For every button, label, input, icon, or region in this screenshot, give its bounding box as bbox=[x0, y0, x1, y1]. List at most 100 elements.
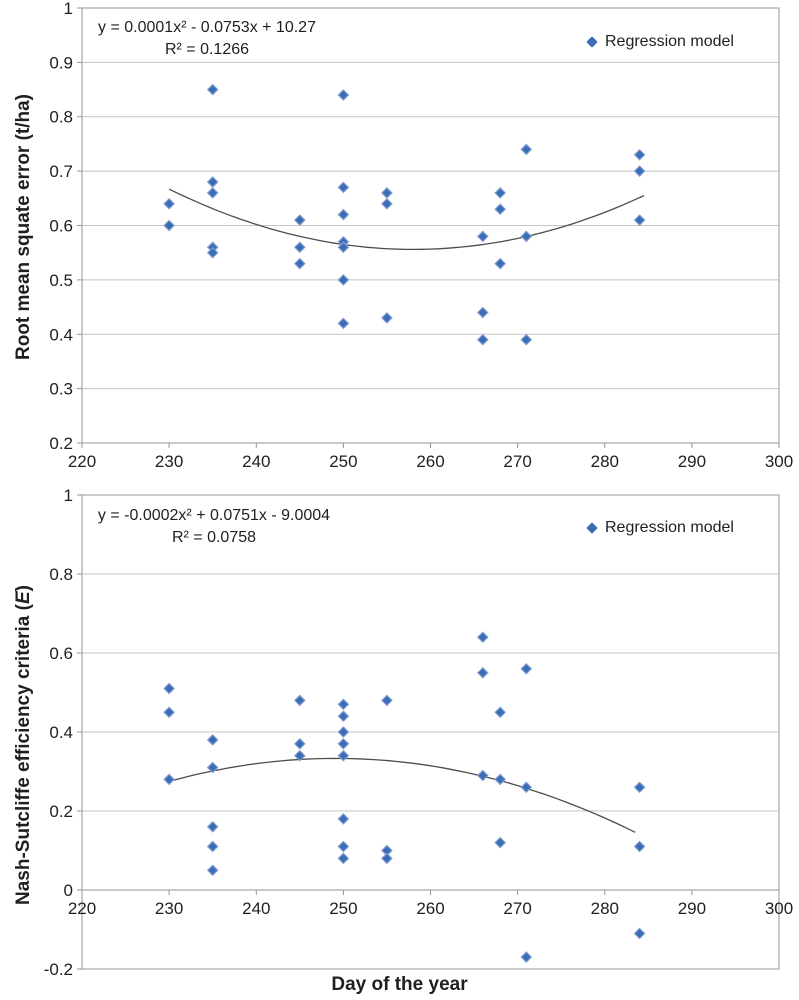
y-tick-label: 0.6 bbox=[49, 217, 73, 236]
r-squared-top: R² = 0.1266 bbox=[164, 41, 250, 58]
trendline bbox=[168, 188, 645, 251]
y-tick-label: -0.2 bbox=[44, 960, 73, 979]
x-tick-label: 300 bbox=[765, 452, 793, 471]
data-point-marker bbox=[381, 312, 393, 324]
x-tick-label: 250 bbox=[329, 452, 357, 471]
legend-label-top: Regression model bbox=[605, 33, 734, 50]
data-point-marker bbox=[633, 214, 646, 226]
data-point-marker bbox=[476, 306, 489, 319]
y-tick-label: 0.6 bbox=[49, 644, 73, 663]
data-point-marker bbox=[476, 666, 489, 679]
x-tick-label: 220 bbox=[68, 899, 96, 918]
equation-bottom: y = -0.0002x² + 0.0751x - 9.0004 bbox=[97, 507, 331, 524]
x-tick-label: 240 bbox=[242, 452, 270, 471]
data-point-marker bbox=[337, 274, 350, 286]
legend-bottom: Regression model bbox=[586, 519, 734, 537]
y-tick-label: 0.4 bbox=[49, 325, 73, 344]
x-tick-label: 300 bbox=[765, 899, 793, 918]
chart-1: 220 230 240 250 260 270 280 290 300 1 0.8 0.6 0.4 0.2… bbox=[44, 486, 793, 979]
y-axis-title-top: Root mean squate error (t/ha) bbox=[13, 93, 34, 361]
data-point-marker bbox=[381, 187, 393, 199]
data-point-marker bbox=[163, 706, 175, 719]
data-point-marker bbox=[381, 197, 393, 210]
x-tick-label: 290 bbox=[678, 899, 706, 918]
data-point-marker bbox=[337, 726, 350, 738]
y-tick-label: 0.2 bbox=[49, 434, 73, 453]
y-tick-label: 0.3 bbox=[49, 380, 73, 399]
data-point-marker bbox=[206, 187, 219, 199]
y-tick-label: 0.2 bbox=[49, 802, 73, 821]
data-point-marker bbox=[293, 214, 306, 226]
data-point-marker bbox=[337, 852, 350, 865]
data-point-marker bbox=[163, 682, 175, 695]
data-point-marker bbox=[494, 187, 507, 199]
r-squared-bottom: R² = 0.0758 bbox=[171, 529, 257, 546]
x-tick-label: 230 bbox=[155, 899, 183, 918]
x-tick-label: 260 bbox=[416, 452, 444, 471]
chart-0: 220 230 240 250 260 270 280 290 300 1 0.9 0.8 0.7 0.6… bbox=[49, 0, 793, 471]
data-point-marker bbox=[633, 148, 646, 161]
y-tick-label: 0.5 bbox=[49, 271, 73, 290]
data-point-marker bbox=[520, 230, 533, 243]
data-point-marker bbox=[520, 781, 533, 794]
y-tick-label: 1 bbox=[64, 486, 73, 505]
data-point-marker bbox=[381, 694, 393, 707]
data-point-marker bbox=[520, 143, 533, 156]
data-point-marker bbox=[206, 761, 219, 774]
data-point-marker bbox=[206, 734, 219, 746]
data-point-marker bbox=[206, 83, 219, 96]
data-point-marker bbox=[206, 820, 219, 833]
x-axis-title: Day of the year bbox=[331, 974, 468, 995]
data-point-marker bbox=[337, 698, 350, 711]
data-point-marker bbox=[337, 208, 350, 221]
x-tick-label: 270 bbox=[503, 452, 531, 471]
data-point-marker bbox=[520, 333, 533, 346]
data-point-marker bbox=[494, 773, 507, 786]
x-tick-label: 260 bbox=[416, 899, 444, 918]
data-point-marker bbox=[337, 840, 350, 853]
data-point-marker bbox=[520, 662, 533, 675]
data-point-marker bbox=[337, 737, 350, 750]
data-point-marker bbox=[337, 317, 350, 330]
legend-top: Regression model bbox=[586, 33, 734, 51]
data-point-marker bbox=[163, 197, 175, 210]
x-tick-label: 280 bbox=[591, 899, 619, 918]
x-tick-label: 240 bbox=[242, 899, 270, 918]
data-point-marker bbox=[494, 257, 507, 270]
equation-block-top: y = 0.0001x² - 0.0753x + 10.27 R² = 0.12… bbox=[82, 17, 332, 61]
data-point-marker bbox=[476, 333, 489, 346]
data-point-marker bbox=[381, 852, 393, 865]
y-tick-label: 0.9 bbox=[49, 53, 73, 72]
y-tick-label: 0 bbox=[64, 881, 73, 900]
data-point-marker bbox=[337, 241, 350, 254]
data-point-marker bbox=[337, 181, 350, 194]
y-axis-title-bottom: Nash-Sutcliffe efficiency criteria (E) bbox=[13, 585, 34, 905]
data-point-marker bbox=[476, 631, 489, 644]
data-point-marker bbox=[163, 773, 175, 786]
x-tick-label: 280 bbox=[591, 452, 619, 471]
data-point-marker bbox=[163, 219, 175, 232]
y-tick-label: 0.7 bbox=[49, 162, 73, 181]
x-tick-label: 230 bbox=[155, 452, 183, 471]
data-point-marker bbox=[206, 246, 219, 259]
data-point-marker bbox=[206, 176, 219, 188]
data-point-marker bbox=[206, 864, 219, 877]
data-point-marker bbox=[293, 257, 306, 270]
legend-marker-icon bbox=[586, 522, 598, 534]
equation-block-bottom: y = -0.0002x² + 0.0751x - 9.0004 R² = 0.… bbox=[84, 505, 344, 549]
x-tick-label: 290 bbox=[678, 452, 706, 471]
data-point-marker bbox=[337, 710, 350, 723]
legend-marker-icon bbox=[586, 36, 598, 48]
data-point-marker bbox=[494, 203, 507, 216]
equation-top: y = 0.0001x² - 0.0753x + 10.27 bbox=[98, 19, 316, 36]
data-point-marker bbox=[633, 840, 646, 853]
x-tick-label: 250 bbox=[329, 899, 357, 918]
data-point-marker bbox=[293, 737, 306, 750]
x-tick-label: 270 bbox=[503, 899, 531, 918]
y-tick-label: 0.4 bbox=[49, 723, 73, 742]
x-tick-label: 220 bbox=[68, 452, 96, 471]
data-point-marker bbox=[520, 951, 533, 963]
data-point-marker bbox=[633, 165, 646, 177]
y-tick-label: 0.8 bbox=[49, 108, 73, 127]
